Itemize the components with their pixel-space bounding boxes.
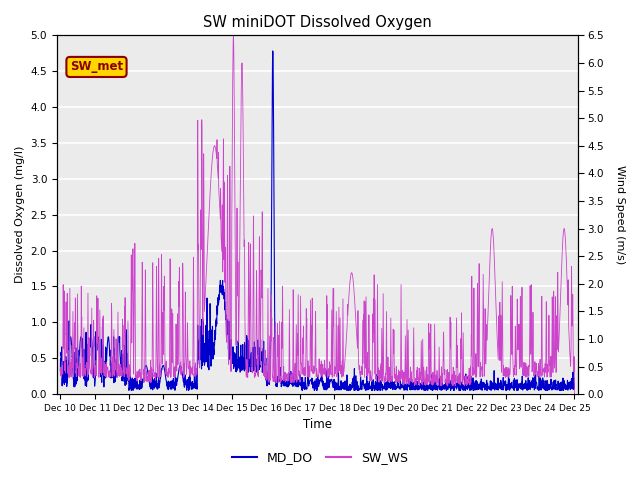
Text: SW_met: SW_met bbox=[70, 60, 123, 73]
X-axis label: Time: Time bbox=[303, 419, 332, 432]
Y-axis label: Dissolved Oxygen (mg/l): Dissolved Oxygen (mg/l) bbox=[15, 146, 25, 283]
Title: SW miniDOT Dissolved Oxygen: SW miniDOT Dissolved Oxygen bbox=[203, 15, 432, 30]
Legend: MD_DO, SW_WS: MD_DO, SW_WS bbox=[227, 446, 413, 469]
Y-axis label: Wind Speed (m/s): Wind Speed (m/s) bbox=[615, 165, 625, 264]
